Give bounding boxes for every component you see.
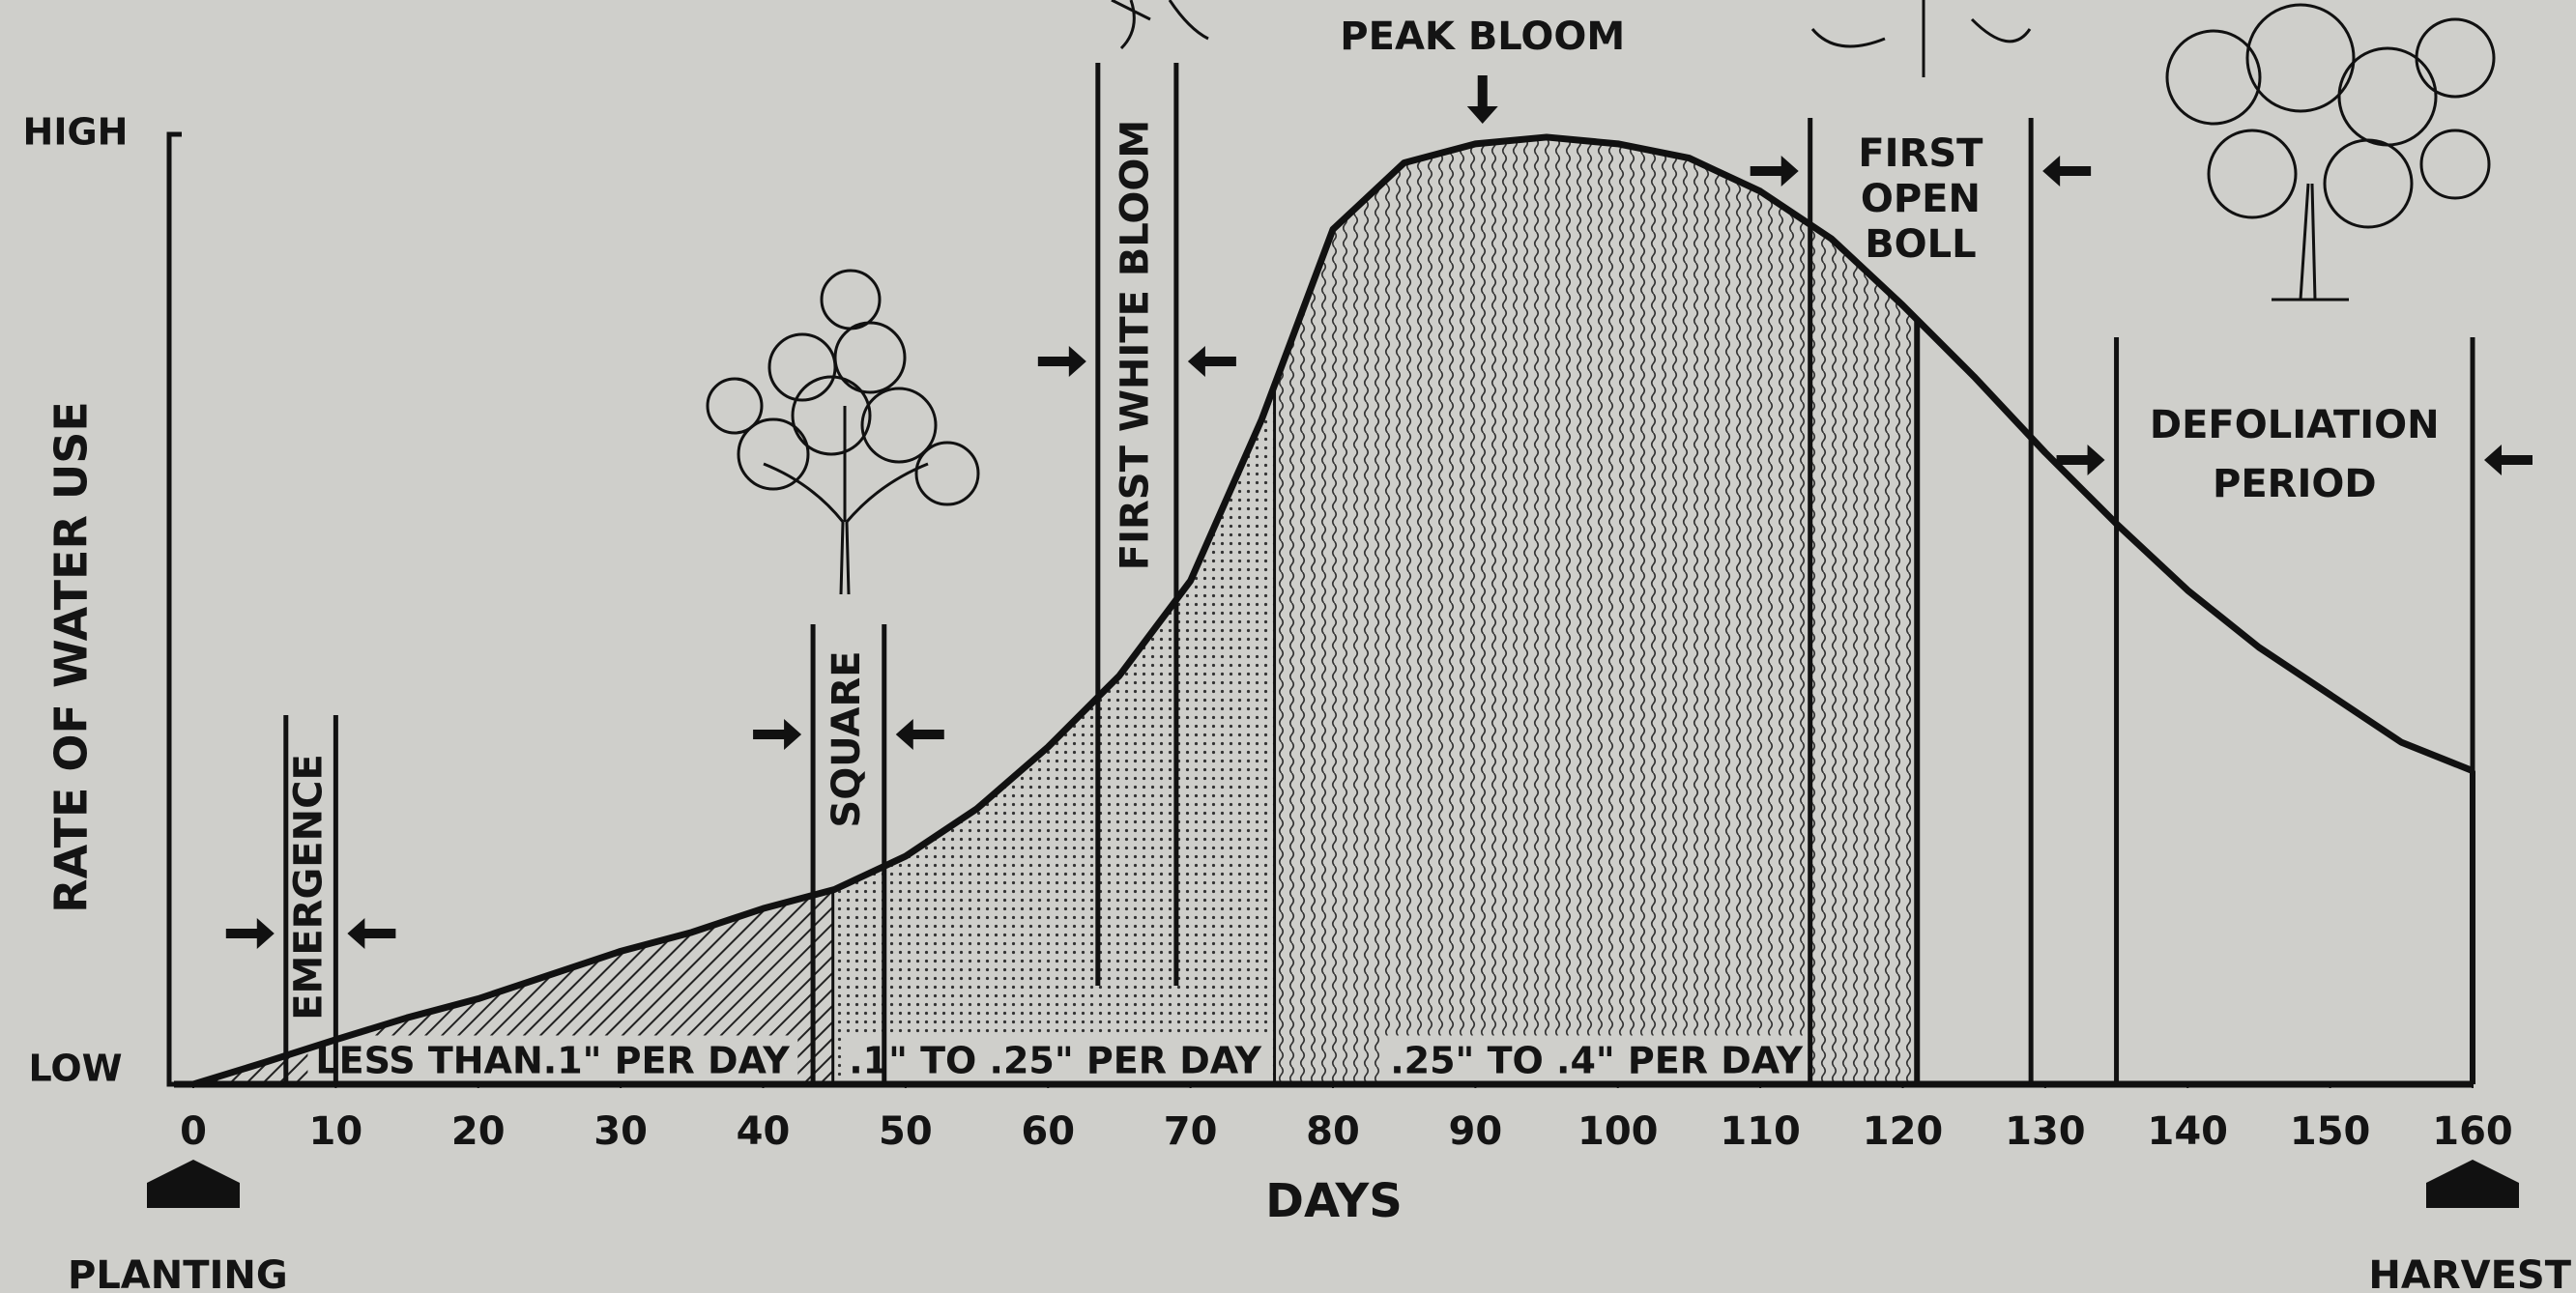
- stage-label: PERIOD: [2213, 462, 2377, 506]
- x-tick-label: 60: [1021, 1109, 1075, 1154]
- stage-label: SQUARE: [825, 650, 869, 827]
- y-tick-label: HIGH: [23, 111, 129, 154]
- water-use-zone: [1276, 115, 1917, 1084]
- stage-label: OPEN: [1861, 177, 1981, 221]
- x-tick-label: 80: [1306, 1109, 1360, 1154]
- stage-label: EMERGENCE: [287, 754, 332, 1020]
- stage-label: FIRST WHITE BLOOM: [1113, 120, 1157, 570]
- zone-label: LESS THAN.1" PER DAY: [315, 1040, 790, 1082]
- x-tick-label: 20: [451, 1109, 506, 1154]
- peak-label: PEAK BLOOM: [1340, 14, 1625, 59]
- stage-label: BOLL: [1865, 222, 1976, 267]
- x-axis-label: DAYS: [1265, 1174, 1403, 1228]
- x-tick-label: 0: [180, 1109, 207, 1154]
- x-tick-label: 30: [593, 1109, 648, 1154]
- stage-label: FIRST: [1858, 131, 1983, 176]
- x-tick-label: 120: [1863, 1109, 1944, 1154]
- x-tick-label: 90: [1449, 1109, 1503, 1154]
- y-axis-label: RATE OF WATER USE: [45, 401, 98, 913]
- y-tick-label: LOW: [28, 1048, 122, 1090]
- x-tick-label: 140: [2148, 1109, 2229, 1154]
- event-label: HARVEST: [2368, 1253, 2571, 1293]
- x-tick-label: 70: [1164, 1109, 1218, 1154]
- x-tick-label: 160: [2432, 1109, 2513, 1154]
- x-tick-label: 150: [2290, 1109, 2371, 1154]
- x-tick-label: 40: [737, 1109, 791, 1154]
- event-label: PLANTING: [68, 1253, 288, 1293]
- stage-label: DEFOLIATION: [2150, 403, 2440, 447]
- x-tick-label: 10: [309, 1109, 363, 1154]
- x-tick-label: 130: [2005, 1109, 2086, 1154]
- x-tick-label: 110: [1720, 1109, 1801, 1154]
- x-tick-label: 50: [879, 1109, 933, 1154]
- zone-label: .1" TO .25" PER DAY: [849, 1040, 1261, 1082]
- chart: RATE OF WATER USE DAYS LESS THAN.1" PER …: [0, 0, 2576, 1293]
- x-tick-label: 100: [1577, 1109, 1659, 1154]
- page: RATE OF WATER USE DAYS LESS THAN.1" PER …: [0, 0, 2576, 1293]
- zone-label: .25" TO .4" PER DAY: [1390, 1040, 1803, 1082]
